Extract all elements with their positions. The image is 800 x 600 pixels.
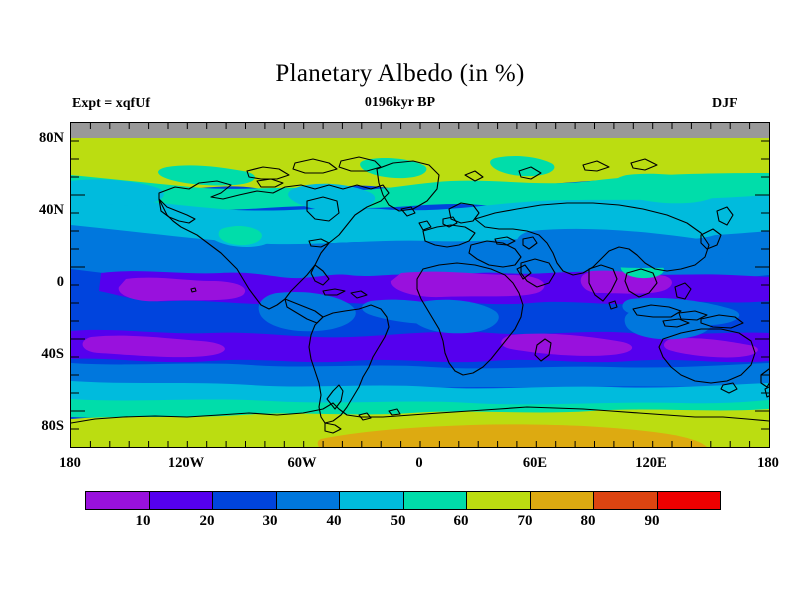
- x-tick-label-60w: 60W: [287, 455, 317, 471]
- y-tick-label-80n: 80N: [39, 130, 64, 146]
- colorbar-tick-10: 10: [135, 513, 151, 529]
- colorbar-tick-60: 60: [453, 513, 469, 529]
- y-tick-label-80s: 80S: [41, 418, 64, 434]
- axis-ticks: [71, 123, 769, 447]
- colorbar-tick-40: 40: [326, 513, 342, 529]
- albedo-map: [71, 123, 769, 447]
- colorbar-band-0-10: [86, 492, 150, 509]
- x-tick-label-180e: 180: [757, 455, 779, 471]
- colorbar-tick-90: 90: [644, 513, 660, 529]
- y-tick-label-0: 0: [56, 274, 64, 290]
- colorbar-band-30-40: [276, 492, 340, 509]
- colorbar-tick-50: 50: [390, 513, 406, 529]
- x-tick-label-0: 0: [415, 455, 423, 471]
- x-tick-label-180w: 180: [59, 455, 81, 471]
- x-tick-label-60e: 60E: [522, 455, 548, 471]
- colorbar-band-70-80: [530, 492, 594, 509]
- y-tick-label-40s: 40S: [41, 346, 64, 362]
- season-label: DJF: [712, 96, 738, 111]
- colorbar-band-80-90: [594, 492, 658, 509]
- colorbar: [85, 491, 721, 510]
- y-tick-label-40n: 40N: [39, 202, 64, 218]
- colorbar-band-60-70: [467, 492, 531, 509]
- colorbar-band-90-100: [657, 492, 720, 509]
- colorbar-band-40-50: [340, 492, 404, 509]
- colorbar-band-50-60: [403, 492, 467, 509]
- colorbar-tick-20: 20: [199, 513, 215, 529]
- figure-subtitle: 0196kyr BP: [364, 95, 436, 110]
- colorbar-tick-70: 70: [517, 513, 533, 529]
- x-tick-label-120w: 120W: [167, 455, 205, 471]
- colorbar-tick-80: 80: [580, 513, 596, 529]
- colorbar-band-10-20: [149, 492, 213, 509]
- experiment-label: Expt = xqfUf: [72, 96, 150, 111]
- colorbar-tick-30: 30: [262, 513, 278, 529]
- map-plot-area: [70, 122, 770, 448]
- colorbar-band-20-30: [213, 492, 277, 509]
- x-tick-label-120e: 120E: [635, 455, 667, 471]
- page-title: Planetary Albedo (in %): [275, 60, 525, 87]
